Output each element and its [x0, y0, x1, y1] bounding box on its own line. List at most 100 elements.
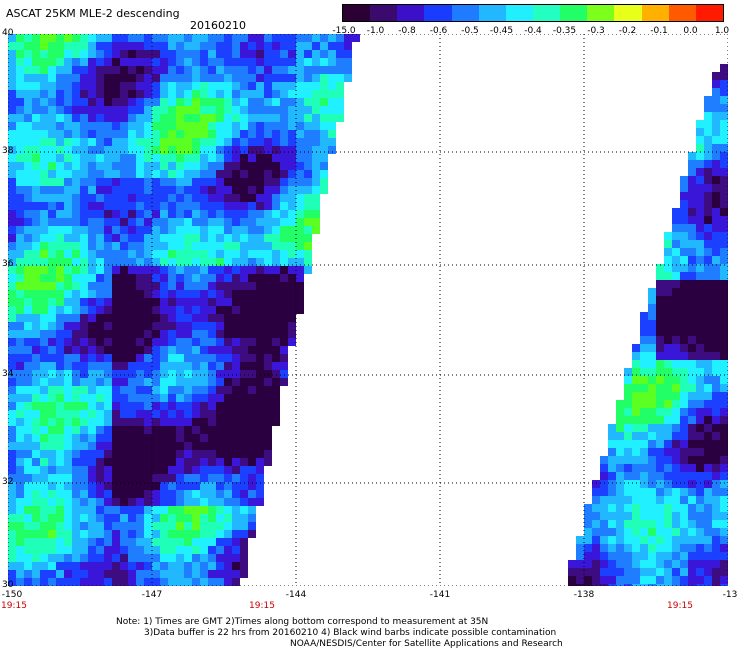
wind-cell: [352, 34, 360, 42]
wind-cell: [680, 480, 688, 488]
wind-cell: [688, 432, 696, 440]
wind-cell: [680, 304, 688, 312]
wind-cell: [640, 392, 648, 400]
wind-cell: [16, 386, 24, 394]
wind-cell: [16, 290, 24, 298]
wind-cell: [48, 90, 56, 98]
wind-cell: [112, 130, 120, 138]
wind-cell: [200, 530, 208, 538]
wind-cell: [200, 122, 208, 130]
wind-cell: [64, 322, 72, 330]
wind-cell: [640, 528, 648, 536]
wind-cell: [720, 544, 728, 552]
wind-cell: [304, 106, 312, 114]
wind-cell: [208, 42, 216, 50]
wind-cell: [208, 82, 216, 90]
wind-cell: [256, 442, 264, 450]
wind-cell: [104, 530, 112, 538]
wind-cell: [696, 400, 704, 408]
color-scale-segment: [397, 5, 425, 21]
wind-cell: [104, 194, 112, 202]
wind-cell: [80, 258, 88, 266]
wind-cell: [56, 202, 64, 210]
wind-cell: [248, 362, 256, 370]
wind-cell: [688, 328, 696, 336]
wind-cell: [40, 146, 48, 154]
wind-cell: [56, 162, 64, 170]
wind-cell: [680, 520, 688, 528]
wind-cell: [248, 154, 256, 162]
wind-cell: [120, 546, 128, 554]
wind-cell: [32, 322, 40, 330]
wind-cell: [272, 98, 280, 106]
wind-cell: [56, 50, 64, 58]
wind-cell: [16, 378, 24, 386]
wind-cell: [672, 312, 680, 320]
wind-cell: [152, 122, 160, 130]
wind-cell: [224, 162, 232, 170]
color-scale-segment: [560, 5, 588, 21]
wind-cell: [96, 570, 104, 578]
wind-cell: [144, 450, 152, 458]
wind-cell: [136, 34, 144, 42]
wind-cell: [88, 146, 96, 154]
wind-cell: [104, 578, 112, 586]
wind-cell: [648, 344, 656, 352]
wind-cell: [264, 130, 272, 138]
wind-cell: [272, 154, 280, 162]
wind-cell: [264, 314, 272, 322]
wind-cell: [128, 274, 136, 282]
wind-cell: [600, 496, 608, 504]
wind-cell: [184, 234, 192, 242]
wind-cell: [296, 98, 304, 106]
wind-cell: [640, 568, 648, 576]
wind-cell: [120, 130, 128, 138]
wind-cell: [216, 578, 224, 586]
wind-cell: [176, 530, 184, 538]
wind-cell: [120, 34, 128, 42]
wind-cell: [32, 122, 40, 130]
wind-cell: [208, 266, 216, 274]
wind-cell: [192, 522, 200, 530]
wind-cell: [24, 570, 32, 578]
wind-cell: [656, 416, 664, 424]
wind-cell: [152, 434, 160, 442]
wind-cell: [112, 546, 120, 554]
wind-cell: [144, 530, 152, 538]
wind-cell: [96, 538, 104, 546]
wind-cell: [256, 82, 264, 90]
wind-cell: [720, 232, 728, 240]
wind-cell: [304, 266, 312, 274]
wind-cell: [608, 424, 616, 432]
wind-cell: [272, 338, 280, 346]
wind-cell: [64, 442, 72, 450]
wind-cell: [168, 194, 176, 202]
wind-cell: [72, 466, 80, 474]
wind-cell: [16, 266, 24, 274]
wind-cell: [240, 378, 248, 386]
wind-cell: [80, 386, 88, 394]
wind-cell: [328, 106, 336, 114]
wind-cell: [136, 154, 144, 162]
wind-cell: [192, 394, 200, 402]
wind-cell: [312, 146, 320, 154]
wind-cell: [208, 234, 216, 242]
wind-cell: [112, 450, 120, 458]
wind-cell: [48, 514, 56, 522]
wind-cell: [624, 384, 632, 392]
wind-cell: [704, 176, 712, 184]
wind-cell: [208, 402, 216, 410]
wind-cell: [616, 576, 624, 584]
wind-cell: [584, 528, 592, 536]
wind-cell: [680, 344, 688, 352]
wind-cell: [672, 368, 680, 376]
wind-cell: [288, 282, 296, 290]
wind-cell: [688, 264, 696, 272]
wind-cell: [8, 466, 16, 474]
wind-cell: [192, 314, 200, 322]
wind-cell: [168, 58, 176, 66]
wind-cell: [96, 498, 104, 506]
wind-cell: [40, 194, 48, 202]
wind-cell: [192, 258, 200, 266]
wind-cell: [168, 530, 176, 538]
